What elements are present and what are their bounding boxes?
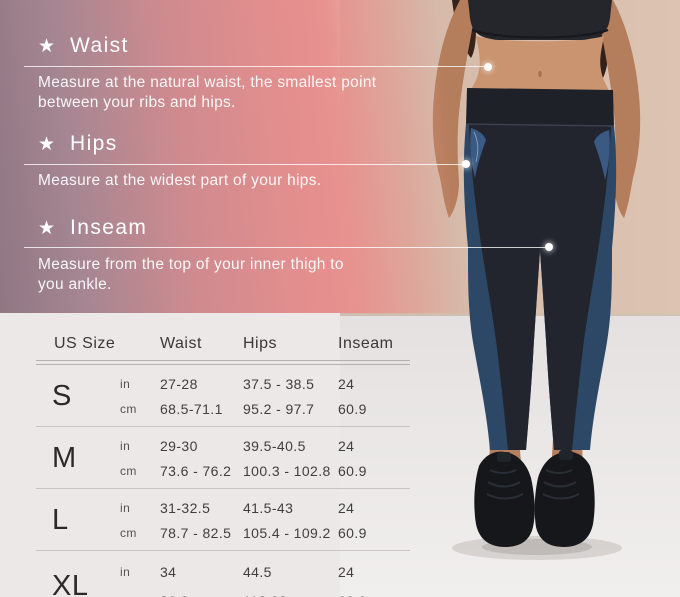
waist-in: 31-32.5 xyxy=(160,499,211,516)
inseam-marker-dot xyxy=(545,243,553,251)
hips-cm: 105.4 - 109.2 xyxy=(243,525,331,542)
section-desc-hips: Measure at the widest part of your hips. xyxy=(38,172,322,189)
section-title-hips: Hips xyxy=(70,132,118,155)
waist-cm: 73.6 - 76.2 xyxy=(160,463,232,480)
table-row-s: S in 27-28 37.5 - 38.5 24 cm 68.5-71.1 9… xyxy=(36,365,420,426)
header-us-size: US Size xyxy=(54,335,116,352)
waist-in: 27-28 xyxy=(160,375,198,392)
inseam-pointer-line xyxy=(24,247,547,248)
row-separator xyxy=(36,488,410,489)
unit-cm: cm xyxy=(120,464,137,479)
gradient-overlay xyxy=(0,0,680,313)
waist-cm: 78.7 - 82.5 xyxy=(160,525,232,542)
hips-in: 44.5 xyxy=(243,563,272,580)
section-hips: ★ Hips Measure at the widest part of you… xyxy=(38,132,321,191)
inseam-in: 24 xyxy=(338,375,355,392)
row-separator xyxy=(36,550,410,551)
inseam-in: 24 xyxy=(338,499,355,516)
header-waist: Waist xyxy=(160,335,202,352)
inseam-in: 24 xyxy=(338,437,355,454)
header-inseam: Inseam xyxy=(338,335,394,352)
waist-cm: 68.5-71.1 xyxy=(160,401,223,418)
star-icon: ★ xyxy=(38,35,56,57)
inseam-cm: 60.9 xyxy=(338,401,367,418)
inseam-cm: 60.9 xyxy=(338,463,367,480)
inseam-in: 24 xyxy=(338,563,355,580)
waist-pointer-line xyxy=(24,66,486,67)
unit-in: in xyxy=(120,564,131,579)
star-icon: ★ xyxy=(38,133,56,155)
unit-in: in xyxy=(120,376,131,391)
hips-marker-dot xyxy=(462,160,470,168)
size-label: L xyxy=(52,504,69,536)
unit-in: in xyxy=(120,500,131,515)
row-separator xyxy=(36,426,410,427)
section-desc-inseam: Measure from the top of your inner thigh… xyxy=(38,256,344,293)
hips-cm: 113.03 xyxy=(243,593,338,597)
table-row-l: L in 31-32.5 41.5-43 24 cm 78.7 - 82.5 1… xyxy=(36,489,420,550)
unit-cm: cm xyxy=(120,402,137,417)
section-inseam: ★ Inseam Measure from the top of your in… xyxy=(38,216,360,295)
hips-cm: 95.2 - 97.7 xyxy=(243,401,315,418)
section-waist: ★ Waist Measure at the natural waist, th… xyxy=(38,34,380,113)
hips-cm: 100.3 - 102.8 xyxy=(243,463,331,480)
section-title-waist: Waist xyxy=(70,34,129,57)
header-double-rule xyxy=(36,360,410,365)
table-row-xl: XL in 34 44.5 24 cm 86.3 113.03 60.9 xyxy=(36,551,420,597)
hips-pointer-line xyxy=(24,164,464,165)
waist-in: 29-30 xyxy=(160,437,198,454)
section-title-inseam: Inseam xyxy=(70,216,148,239)
waist-cm: 86.3 xyxy=(160,593,243,597)
size-table: US Size Waist Hips Inseam S in 27-28 37.… xyxy=(0,313,420,597)
table-row-m: M in 29-30 39.5-40.5 24 cm 73.6 - 76.2 1… xyxy=(36,427,420,488)
waist-in: 34 xyxy=(160,563,177,580)
star-icon: ★ xyxy=(38,217,56,239)
waist-marker-dot xyxy=(484,63,492,71)
hips-in: 41.5-43 xyxy=(243,499,294,516)
header-hips: Hips xyxy=(243,335,278,352)
inseam-cm: 60.9 xyxy=(338,593,414,597)
size-label: XL xyxy=(52,569,89,597)
section-desc-waist: Measure at the natural waist, the smalle… xyxy=(38,74,377,111)
hips-in: 37.5 - 38.5 xyxy=(243,375,315,392)
unit-cm: cm xyxy=(120,526,137,541)
size-table-header: US Size Waist Hips Inseam xyxy=(36,313,420,353)
hips-in: 39.5-40.5 xyxy=(243,437,306,454)
size-label: S xyxy=(52,380,72,412)
inseam-cm: 60.9 xyxy=(338,525,367,542)
unit-cm: cm xyxy=(120,594,160,597)
unit-in: in xyxy=(120,438,131,453)
size-label: M xyxy=(52,442,77,474)
